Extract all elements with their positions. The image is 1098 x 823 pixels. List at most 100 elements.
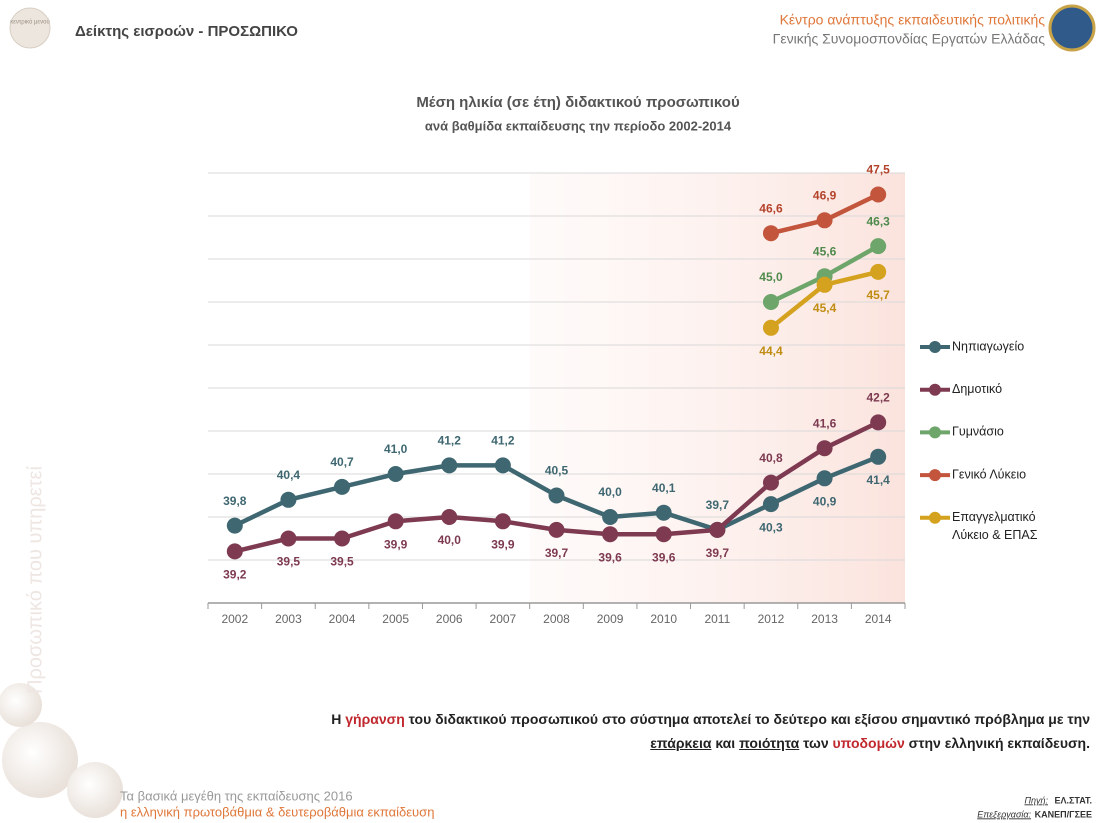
decor (67, 762, 123, 818)
data-label: 40,1 (652, 481, 676, 495)
processing: ΚΑΝΕΠ/ΓΣΕΕ (1035, 809, 1092, 819)
point (817, 212, 833, 228)
source: ΕΛ.ΣΤΑΤ. (1055, 795, 1093, 805)
point (709, 522, 725, 538)
legend-marker (929, 426, 941, 438)
text: και (711, 735, 739, 751)
data-label: 45,7 (867, 288, 891, 302)
point (817, 470, 833, 486)
point (763, 294, 779, 310)
decor (2, 722, 78, 798)
data-label: 39,6 (598, 550, 622, 564)
point (388, 513, 404, 529)
data-label: 40,0 (438, 533, 462, 547)
menu-button[interactable] (10, 8, 50, 48)
text: Η (331, 711, 345, 727)
point (870, 187, 886, 203)
x-tick-label: 2011 (704, 612, 730, 626)
point (870, 449, 886, 465)
point (549, 522, 565, 538)
data-label: 45,0 (759, 270, 783, 284)
data-label: 41,4 (867, 473, 891, 487)
org-line: Γενικής Συνομοσπονδίας Εργατών Ελλάδας (773, 31, 1046, 47)
footer-line: Τα βασικά μεγέθη της εκπαίδευσης 2016 (120, 788, 353, 803)
legend-label: Δημοτικό (952, 382, 1002, 396)
data-label: 40,8 (759, 451, 783, 465)
point (441, 509, 457, 525)
data-label: 42,2 (867, 391, 891, 405)
point (817, 277, 833, 293)
text: επάρκεια (650, 735, 711, 751)
data-label: 40,3 (759, 520, 783, 534)
legend-label: Γενικό Λύκειο (952, 467, 1026, 481)
point (280, 531, 296, 547)
text: ποιότητα (739, 735, 799, 751)
x-tick-label: 2005 (382, 612, 409, 626)
data-label: 39,9 (491, 537, 515, 551)
data-label: 39,7 (545, 546, 569, 560)
x-tick-label: 2003 (275, 612, 302, 626)
point (495, 457, 511, 473)
processing-label: Επεξεργασία: (977, 809, 1031, 819)
legend-label: Νηπιαγωγείο (952, 339, 1024, 353)
x-tick-label: 2012 (758, 612, 785, 626)
x-tick-label: 2010 (650, 612, 677, 626)
data-label: 45,6 (813, 244, 837, 258)
org-logo (1050, 6, 1094, 50)
legend-marker (929, 469, 941, 481)
x-tick-label: 2014 (865, 612, 892, 626)
menu-label[interactable]: κεντρικό μενού (10, 19, 49, 26)
x-tick-label: 2013 (811, 612, 838, 626)
point (870, 414, 886, 430)
data-label: 46,6 (759, 201, 783, 215)
data-label: 44,4 (759, 344, 783, 358)
text: υποδομών (833, 735, 905, 751)
text: των (799, 735, 832, 751)
data-label: 46,9 (813, 188, 837, 202)
data-label: 47,5 (867, 163, 891, 177)
point (388, 466, 404, 482)
data-label: 46,3 (867, 214, 891, 228)
chart-subtitle: ανά βαθμίδα εκπαίδευσης την περίοδο 2002… (425, 118, 732, 133)
point (817, 440, 833, 456)
legend-label: Γυμνάσιο (952, 425, 1004, 439)
data-label: 45,4 (813, 301, 837, 315)
data-label: 40,7 (330, 455, 354, 469)
point (602, 526, 618, 542)
x-tick-label: 2004 (329, 612, 356, 626)
data-label: 39,5 (330, 555, 354, 569)
x-tick-label: 2007 (490, 612, 517, 626)
point (763, 475, 779, 491)
data-label: 40,5 (545, 464, 569, 478)
x-tick-label: 2006 (436, 612, 463, 626)
text: του διδακτικού προσωπικού στο σύστημα απ… (405, 711, 1090, 727)
chart: κεντρικό μενού Δείκτης εισροών - ΠΡΟΣΩΠΙ… (0, 0, 1098, 823)
x-tick-label: 2008 (543, 612, 570, 626)
x-tick-label: 2009 (597, 612, 624, 626)
data-label: 41,2 (438, 434, 462, 448)
point (656, 526, 672, 542)
point (602, 509, 618, 525)
slide: κεντρικό μενού Δείκτης εισροών - ΠΡΟΣΩΠΙ… (0, 0, 1098, 823)
x-tick-label: 2002 (221, 612, 248, 626)
point (334, 479, 350, 495)
source-label: Πηγή: (1024, 795, 1048, 805)
point (549, 488, 565, 504)
legend-marker (929, 384, 941, 396)
side-text: Προσωπικό που υπηρετεί (24, 466, 46, 694)
data-label: 39,2 (223, 568, 247, 582)
point (763, 496, 779, 512)
data-label: 39,7 (706, 546, 730, 560)
point (656, 505, 672, 521)
point (334, 531, 350, 547)
point (870, 264, 886, 280)
point (280, 492, 296, 508)
statement: Η γήρανση του διδακτικού προσωπικού στο … (190, 707, 1090, 755)
data-label: 40,0 (598, 485, 622, 499)
data-label: 41,0 (384, 442, 408, 456)
data-label: 40,9 (813, 494, 837, 508)
point (495, 513, 511, 529)
data-label: 40,4 (277, 468, 301, 482)
point (227, 543, 243, 559)
